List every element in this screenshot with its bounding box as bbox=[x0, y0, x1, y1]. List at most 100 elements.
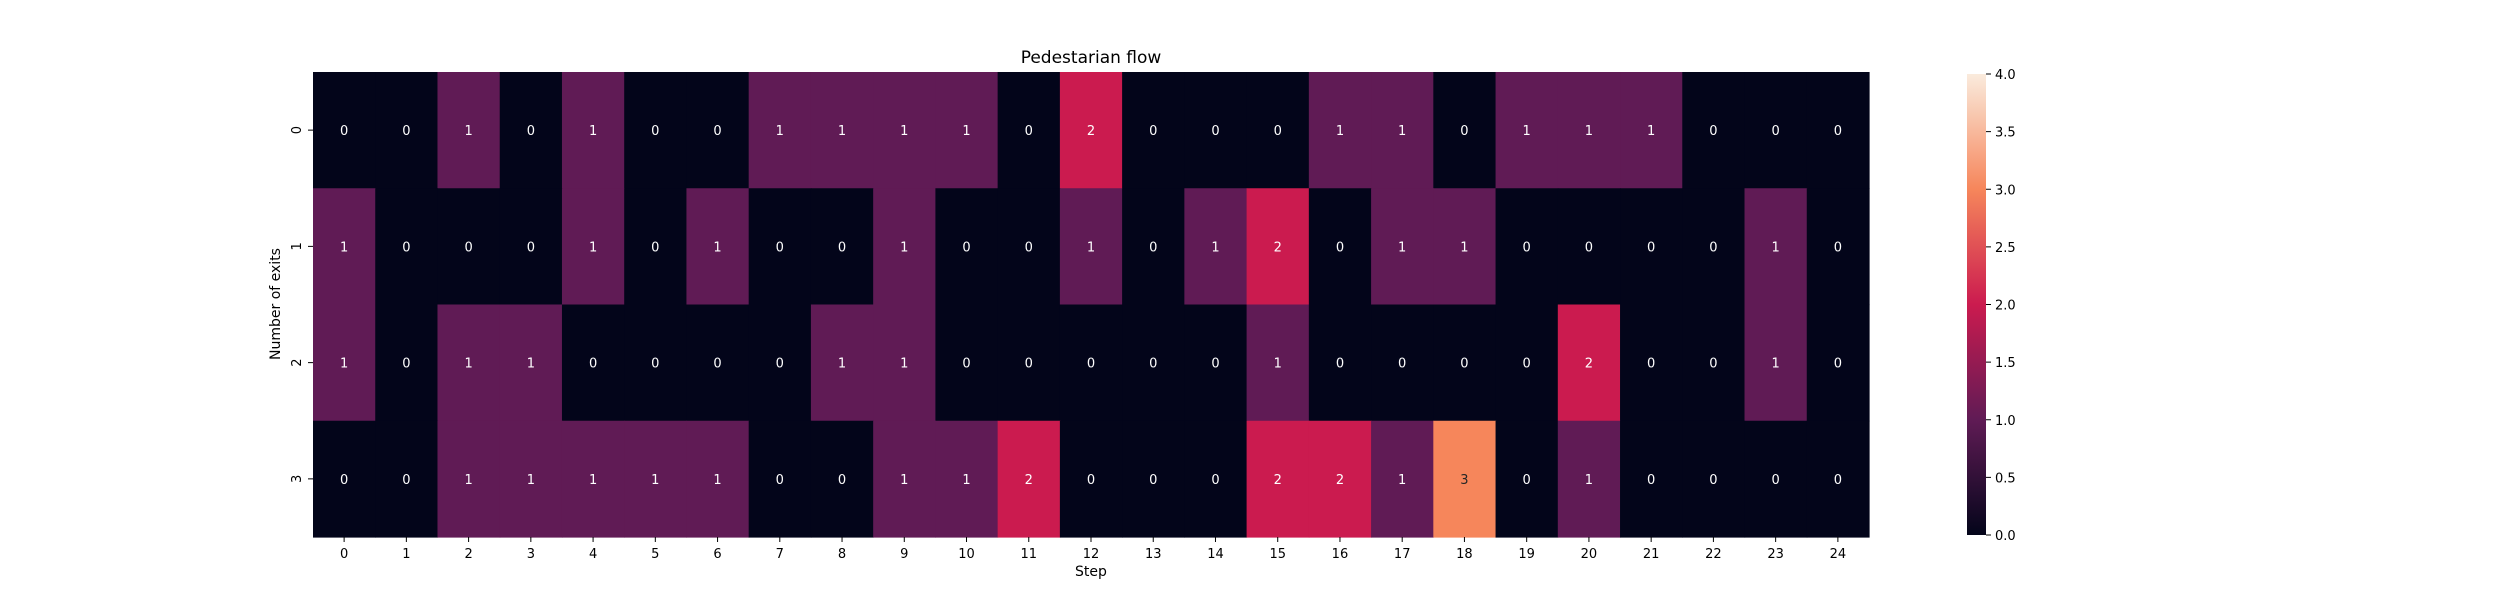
heatmap-cell bbox=[997, 188, 1061, 306]
heatmap-cell bbox=[437, 188, 501, 306]
cell-value-label: 0 bbox=[1211, 124, 1219, 139]
cell-value-label: 1 bbox=[589, 124, 597, 139]
heatmap-cell bbox=[313, 420, 376, 538]
heatmap-cell bbox=[1246, 188, 1310, 306]
heatmap-cell bbox=[1744, 304, 1808, 422]
y-axis: 0 1 2 3 bbox=[290, 126, 313, 483]
x-tick-label: 6 bbox=[713, 547, 721, 562]
heatmap-cell bbox=[935, 420, 999, 538]
heatmap-cell bbox=[997, 304, 1061, 422]
heatmap-cell bbox=[1557, 188, 1621, 306]
heatmap-cell bbox=[935, 304, 999, 422]
cell-value-label: 0 bbox=[402, 357, 410, 372]
y-tick-label: 3 bbox=[290, 475, 305, 483]
heatmap-cell bbox=[624, 304, 688, 422]
heatmap-cell bbox=[1184, 72, 1248, 189]
x-tick-label: 3 bbox=[527, 547, 535, 562]
heatmap-cell bbox=[1433, 188, 1497, 306]
cell-value-label: 0 bbox=[527, 240, 535, 255]
heatmap-cell bbox=[1557, 304, 1621, 422]
cell-value-label: 3 bbox=[1460, 473, 1468, 488]
heatmap-cell bbox=[313, 72, 376, 189]
heatmap-cell bbox=[1308, 304, 1372, 422]
heatmap-cell bbox=[1371, 188, 1434, 306]
cell-value-label: 1 bbox=[1585, 124, 1593, 139]
heatmap-cell bbox=[499, 188, 563, 306]
cell-value-label: 2 bbox=[1585, 357, 1593, 372]
cell-value-label: 1 bbox=[651, 473, 659, 488]
cell-value-label: 0 bbox=[1149, 473, 1157, 488]
y-axis-label: Number of exits bbox=[268, 248, 284, 360]
heatmap-cell bbox=[1184, 304, 1248, 422]
colorbar-tick-label: 0.0 bbox=[1995, 529, 2016, 544]
cell-value-label: 0 bbox=[1647, 473, 1655, 488]
heatmap-cell bbox=[1433, 304, 1497, 422]
cell-value-label: 1 bbox=[900, 124, 908, 139]
cell-value-label: 1 bbox=[340, 357, 348, 372]
heatmap-cell bbox=[624, 188, 688, 306]
heatmap-cell bbox=[1744, 420, 1808, 538]
y-tick-label: 0 bbox=[290, 126, 305, 134]
x-tick-label: 2 bbox=[464, 547, 472, 562]
heatmap-cell bbox=[1744, 188, 1808, 306]
x-tick-label: 22 bbox=[1705, 547, 1722, 562]
cell-value-label: 1 bbox=[589, 240, 597, 255]
heatmap-cell bbox=[810, 188, 874, 306]
cell-value-label: 0 bbox=[1647, 357, 1655, 372]
x-tick-label: 15 bbox=[1269, 547, 1286, 562]
x-tick-label: 16 bbox=[1332, 547, 1349, 562]
heatmap-cell bbox=[437, 420, 501, 538]
cell-value-label: 1 bbox=[527, 357, 535, 372]
cell-value-label: 0 bbox=[713, 124, 721, 139]
cell-value-label: 1 bbox=[527, 473, 535, 488]
colorbar-tick-label: 3.5 bbox=[1995, 126, 2016, 141]
heatmap-cell bbox=[375, 188, 439, 306]
cell-value-label: 1 bbox=[962, 473, 970, 488]
x-tick-label: 24 bbox=[1830, 547, 1847, 562]
cell-value-label: 1 bbox=[1274, 357, 1282, 372]
cell-value-label: 0 bbox=[1274, 124, 1282, 139]
cell-value-label: 0 bbox=[1336, 357, 1344, 372]
cell-value-label: 0 bbox=[589, 357, 597, 372]
x-tick-label: 19 bbox=[1518, 547, 1535, 562]
heatmap-cell bbox=[873, 304, 936, 422]
heatmap-cell bbox=[624, 420, 688, 538]
heatmap-cell bbox=[1371, 72, 1434, 189]
y-tick-label: 2 bbox=[290, 358, 305, 366]
cell-value-label: 0 bbox=[651, 124, 659, 139]
cell-value-label: 1 bbox=[962, 124, 970, 139]
cell-value-label: 1 bbox=[1087, 240, 1095, 255]
cell-value-label: 0 bbox=[776, 473, 784, 488]
x-tick-label: 7 bbox=[776, 547, 784, 562]
cell-value-label: 0 bbox=[1585, 240, 1593, 255]
heatmap-cell bbox=[1122, 188, 1185, 306]
cell-value-label: 1 bbox=[713, 473, 721, 488]
x-axis: 0 1 2 3 4 5 6 7 8 9 10 11 12 13 14 15 16 17 18 19 20 21 22 23 24 bbox=[340, 537, 1846, 562]
cell-value-label: 0 bbox=[1398, 357, 1406, 372]
cell-value-label: 2 bbox=[1087, 124, 1095, 139]
cell-value-label: 0 bbox=[1211, 357, 1219, 372]
heatmap-cell bbox=[1620, 188, 1683, 306]
heatmap-cell bbox=[561, 72, 625, 189]
x-tick-label: 18 bbox=[1456, 547, 1473, 562]
cell-value-label: 0 bbox=[1834, 240, 1842, 255]
heatmap-cell bbox=[1308, 420, 1372, 538]
cell-value-label: 0 bbox=[1709, 473, 1717, 488]
x-tick-label: 12 bbox=[1083, 547, 1100, 562]
heatmap-cell bbox=[686, 304, 750, 422]
x-tick-label: 20 bbox=[1581, 547, 1598, 562]
x-tick-label: 5 bbox=[651, 547, 659, 562]
heatmap-cell bbox=[935, 72, 999, 189]
heatmap-cell bbox=[873, 188, 936, 306]
x-tick-label: 17 bbox=[1394, 547, 1411, 562]
cell-value-label: 0 bbox=[402, 473, 410, 488]
cell-value-label: 1 bbox=[713, 240, 721, 255]
cell-value-label: 1 bbox=[1398, 124, 1406, 139]
cell-value-label: 0 bbox=[402, 124, 410, 139]
cell-value-label: 0 bbox=[1336, 240, 1344, 255]
heatmap-cell bbox=[1246, 72, 1310, 189]
heatmap-cell bbox=[375, 304, 439, 422]
cell-value-label: 0 bbox=[340, 124, 348, 139]
heatmap-cell bbox=[1682, 188, 1746, 306]
